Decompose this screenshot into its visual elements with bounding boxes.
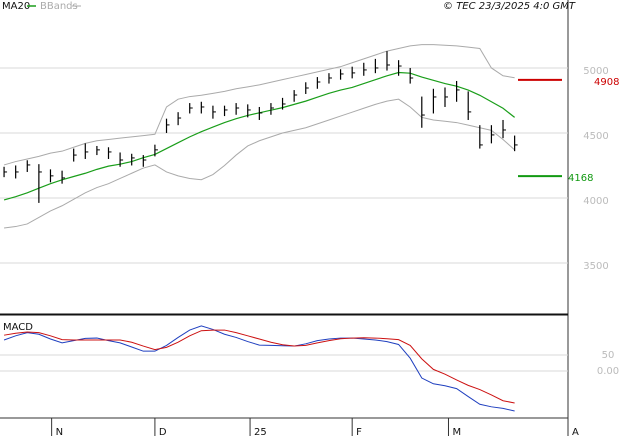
y-tick-label: 4000: [583, 196, 608, 207]
y-tick-label: 5000: [583, 66, 608, 77]
y-tick-label: 50: [602, 350, 615, 361]
level-label: 4908: [594, 77, 619, 88]
x-tick-label: M: [452, 427, 461, 438]
caption: © TEC 23/3/2025 4:0 GMT: [443, 1, 576, 12]
x-tick-label: A: [572, 427, 579, 438]
y-tick-label: 0.00: [597, 366, 619, 377]
macd-title: MACD: [3, 322, 33, 333]
bband-upper: [3, 44, 515, 166]
x-tick-label: N: [56, 427, 63, 438]
legend-ma20: MA20: [2, 1, 30, 12]
level-label: 4168: [568, 173, 593, 184]
y-tick-label: 4500: [583, 131, 608, 142]
x-tick-label: D: [159, 427, 167, 438]
macd-line: [3, 325, 515, 412]
x-tick-label: F: [356, 427, 362, 438]
x-tick-label: 25: [254, 427, 267, 438]
bband-lower: [4, 98, 515, 229]
macd-line: [3, 329, 515, 404]
legend-bbands: BBands: [40, 1, 78, 12]
y-tick-label: 3500: [583, 261, 608, 272]
